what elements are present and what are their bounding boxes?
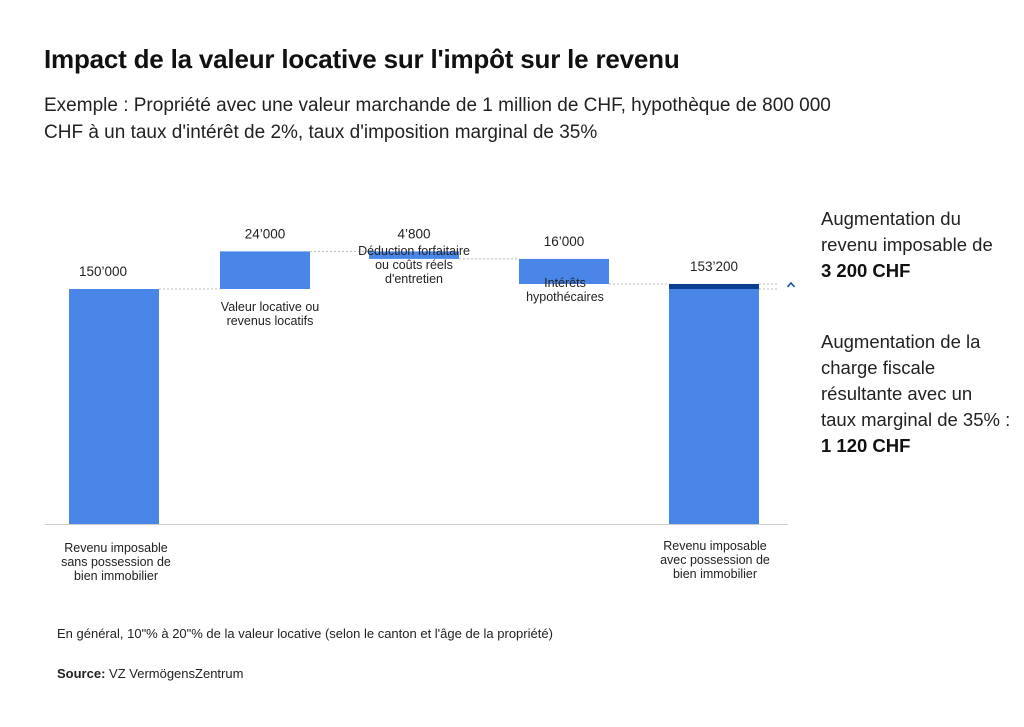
value-label: 4’800 bbox=[397, 226, 430, 241]
chart-title: Impact de la valeur locative sur l'impôt… bbox=[44, 44, 680, 74]
category-label: avec possession de bbox=[660, 553, 770, 567]
footnote: En général, 10"% à 20"% de la valeur loc… bbox=[57, 626, 553, 641]
chart-subtitle: Exemple : Propriété avec une valeur marc… bbox=[44, 95, 831, 143]
bar-step-1 bbox=[69, 289, 159, 524]
income-increase-note: Augmentation du revenu imposable de 3 20… bbox=[821, 206, 1011, 284]
source-note: Source: VZ VermögensZentrum bbox=[57, 666, 243, 681]
category-label: Revenu imposable bbox=[64, 541, 168, 555]
value-label: 153’200 bbox=[690, 259, 738, 274]
category-label: ou coûts réels bbox=[375, 258, 453, 272]
value-label: 150’000 bbox=[79, 264, 127, 279]
category-label: bien immobilier bbox=[673, 567, 757, 581]
bar-step-4 bbox=[519, 258, 609, 284]
increase-arrow-head bbox=[786, 281, 796, 288]
tax-increase-text: Augmentation de la charge fiscale résult… bbox=[821, 331, 1011, 430]
source-text: VZ VermögensZentrum bbox=[109, 666, 244, 681]
bar-increase-highlight bbox=[669, 283, 759, 289]
value-label: 24’000 bbox=[245, 226, 286, 241]
category-label: sans possession de bbox=[61, 555, 171, 569]
tax-increase-value: 1 120 CHF bbox=[821, 435, 911, 456]
category-label: bien immobilier bbox=[74, 569, 158, 583]
category-label: Déduction forfaitaire bbox=[358, 244, 470, 258]
category-label: hypothécaires bbox=[526, 290, 604, 304]
category-label: Intérêts bbox=[544, 276, 586, 290]
income-increase-value: 3 200 CHF bbox=[821, 260, 911, 281]
category-label: revenus locatifs bbox=[227, 314, 314, 328]
category-label: Valeur locative ou bbox=[221, 300, 319, 314]
bar-step-2 bbox=[220, 251, 310, 289]
category-label: d'entretien bbox=[385, 272, 443, 286]
source-label: Source: bbox=[57, 666, 106, 681]
bar-step-5 bbox=[669, 283, 759, 524]
category-label: Revenu imposable bbox=[663, 539, 767, 553]
tax-increase-note: Augmentation de la charge fiscale résult… bbox=[821, 329, 1011, 459]
value-label: 16’000 bbox=[544, 234, 585, 249]
bar-step-3 bbox=[369, 251, 459, 259]
income-increase-text: Augmentation du revenu imposable de bbox=[821, 208, 993, 255]
